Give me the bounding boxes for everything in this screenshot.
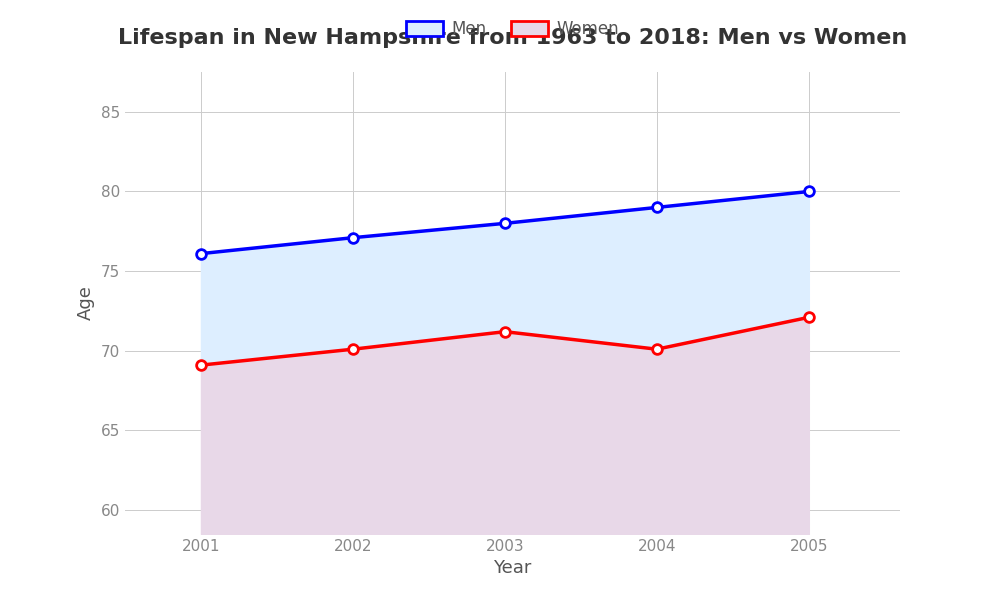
Legend: Men, Women: Men, Women — [406, 20, 619, 38]
Y-axis label: Age: Age — [77, 286, 95, 320]
X-axis label: Year: Year — [493, 559, 532, 577]
Title: Lifespan in New Hampshire from 1963 to 2018: Men vs Women: Lifespan in New Hampshire from 1963 to 2… — [118, 28, 907, 48]
